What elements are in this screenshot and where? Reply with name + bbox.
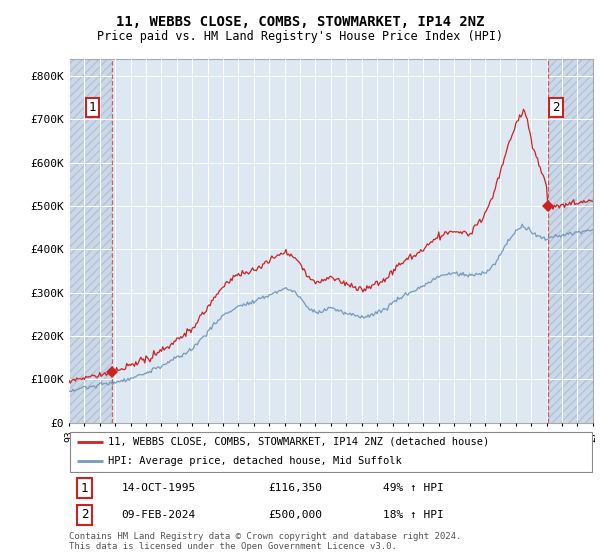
Text: 09-FEB-2024: 09-FEB-2024 bbox=[121, 510, 196, 520]
Text: 2: 2 bbox=[81, 508, 88, 521]
Text: 2: 2 bbox=[553, 101, 560, 114]
Text: £500,000: £500,000 bbox=[268, 510, 322, 520]
Text: 1: 1 bbox=[89, 101, 97, 114]
Text: 18% ↑ HPI: 18% ↑ HPI bbox=[383, 510, 444, 520]
Text: 1: 1 bbox=[81, 482, 88, 494]
Text: 14-OCT-1995: 14-OCT-1995 bbox=[121, 483, 196, 493]
Text: HPI: Average price, detached house, Mid Suffolk: HPI: Average price, detached house, Mid … bbox=[108, 456, 402, 466]
Text: 11, WEBBS CLOSE, COMBS, STOWMARKET, IP14 2NZ: 11, WEBBS CLOSE, COMBS, STOWMARKET, IP14… bbox=[116, 15, 484, 29]
Text: Price paid vs. HM Land Registry's House Price Index (HPI): Price paid vs. HM Land Registry's House … bbox=[97, 30, 503, 43]
Text: 11, WEBBS CLOSE, COMBS, STOWMARKET, IP14 2NZ (detached house): 11, WEBBS CLOSE, COMBS, STOWMARKET, IP14… bbox=[108, 437, 490, 447]
Text: £116,350: £116,350 bbox=[268, 483, 322, 493]
FancyBboxPatch shape bbox=[70, 432, 592, 473]
Text: Contains HM Land Registry data © Crown copyright and database right 2024.
This d: Contains HM Land Registry data © Crown c… bbox=[69, 532, 461, 552]
Text: 49% ↑ HPI: 49% ↑ HPI bbox=[383, 483, 444, 493]
